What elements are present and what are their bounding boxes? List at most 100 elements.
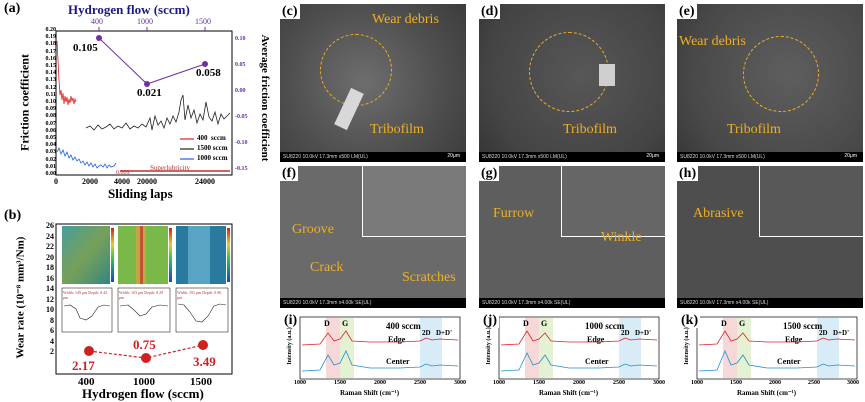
panel-b-y-tick: 4: [50, 336, 54, 346]
panel-a-right-ticks: 0.10 0.05 0.00 -0.05 -0.10 -0.15: [235, 36, 265, 176]
panel-b-y-tick: 14: [46, 284, 54, 293]
sem-e-scale: 20μm: [844, 153, 857, 159]
raman-i-x-tick-1: 1500: [334, 380, 346, 386]
sem-e-info: SU8220 10.0kV 17.3mm x500 LM(UL): [677, 152, 863, 162]
raman-i-center: Center: [386, 357, 410, 366]
raman-k-x-tick-3: 2500: [808, 380, 820, 386]
legend-label-1000: 1000 sccm: [197, 154, 228, 162]
panel-a-x-tick-0: 0: [54, 177, 58, 186]
raman-i-2d: 2D: [422, 329, 431, 337]
wear-point-400: [84, 346, 94, 356]
raman-i-ylabel: Intensity (a.u.): [287, 327, 293, 365]
panel-b-y-tick: 18: [46, 263, 54, 272]
raman-i-x-tick-3: 2500: [414, 380, 426, 386]
avg-point-1500: [202, 61, 208, 67]
colorbar-2: [169, 228, 172, 282]
panel-b-chart: [55, 223, 233, 375]
sem-e-label: (e): [677, 4, 697, 19]
raman-j-title: 1000 sccm: [585, 321, 625, 331]
sem-c-wear-debris: Wear debris: [372, 12, 439, 27]
avg-point-1000: [144, 81, 150, 87]
panel-a-y-tick: 0.00: [45, 171, 57, 177]
panel-a-y-tick: 0.15: [45, 63, 57, 69]
panel-a-y-tick: 0.12: [45, 84, 57, 91]
sem-c-tribofilm: Tribofilm: [370, 122, 424, 137]
panel-a-chart: [55, 27, 233, 176]
panel-a-y-tick: 0.14: [45, 70, 57, 77]
panel-a-right-tick: -0.10: [235, 140, 248, 146]
panel-a-right-tick: 0.10: [235, 36, 246, 42]
panel-a-frame: [55, 30, 233, 176]
raman-k-edge: Edge: [785, 335, 803, 344]
series-400-sccm: [56, 40, 77, 106]
raman-i-xlabel: Raman Shift (cm⁻¹): [340, 389, 400, 397]
panel-a-y-tick: 0.20: [45, 27, 57, 33]
panel-b-y-tick: 12: [46, 294, 54, 304]
raman-k-edge-spectrum: [698, 330, 856, 346]
sem-e-wear-debris: Wear debris: [679, 34, 746, 49]
raman-j-g: G: [541, 319, 548, 328]
panel-a-y-tick: 0.03: [45, 149, 57, 156]
raman-i-edge: Edge: [388, 335, 406, 344]
panel-b-y-tick: 24: [46, 231, 54, 241]
sem-f-scratches: Scratches: [402, 270, 456, 285]
panel-b-x-tick-2: 1500: [190, 376, 212, 388]
panel-b-y-tick: 16: [46, 273, 54, 283]
superlubricity-label: Superlubricity: [150, 164, 191, 172]
profile-inset-400: [61, 287, 113, 333]
panel-a-x-tick-2: 4000: [114, 177, 130, 186]
raman-panel-k: (k) 1500 sccm D G Edge Center 2D D+D' In…: [677, 311, 863, 401]
panel-a-right-tick: -0.05: [235, 114, 248, 120]
raman-i-g: G: [342, 319, 349, 328]
raman-j-label: (j): [481, 313, 499, 328]
profile-label-1000: Width: 103 μm Depth: 0.29 μm: [119, 290, 164, 300]
profile-inset-1500: [175, 287, 229, 333]
wear-value-400: 2.17: [72, 358, 95, 373]
raman-k-ylabel: Intensity (a.u.): [684, 327, 690, 365]
raman-k-g: G: [739, 319, 746, 328]
legend-label-1500: 1500 sccm: [197, 144, 228, 152]
panel-b-x-tick-1: 1000: [133, 376, 155, 388]
sem-h-abrasive: Abrasive: [693, 206, 744, 221]
raman-j-x-tick-2: 2000: [573, 380, 585, 386]
raman-k-xlabel: Raman Shift (cm⁻¹): [737, 389, 797, 397]
profile-inset-1000: [117, 287, 171, 333]
sem-f-groove: Groove: [292, 222, 334, 237]
panel-a-y-tick: 0.06: [45, 127, 57, 134]
panel-a-y-ticks: 0.00 0.01 0.02 0.03 0.04 0.05 0.06 0.07 0.08 0.09…: [30, 27, 57, 177]
raman-i-dd: D+D': [436, 329, 453, 337]
raman-k-x-tick-4: 3000: [847, 380, 859, 386]
panel-a-y-tick: 0.05: [45, 135, 57, 141]
sem-f-info: SU8220 10.0kV 17.3mm x4.00k SE(UL): [280, 298, 466, 308]
raman-k-2d: 2D: [819, 329, 828, 337]
sem-image-h: (h) Abrasive SU8220 10.0kV 17.3mm x4.00k…: [677, 166, 863, 308]
colorbar-1: [111, 228, 114, 282]
sem-f-crack: Crack: [310, 260, 344, 275]
raman-j-x-tick-0: 1000: [493, 380, 505, 386]
raman-j-d: D: [523, 319, 529, 328]
sem-d-info: SU8220 10.0kV 17.3mm x500 LM(UL): [479, 152, 665, 162]
raman-k-x-tick-1: 1500: [730, 380, 742, 386]
panel-a: (a) Hydrogen flow (sccm) 400 1000 1500 F…: [0, 0, 272, 205]
raman-j-edge-spectrum: [500, 330, 658, 346]
raman-i-edge-spectrum: [301, 330, 459, 346]
panel-a-x-tick-4: 24000: [195, 177, 215, 186]
raman-j-ylabel: Intensity (a.u.): [486, 327, 492, 365]
sem-g-furrow: Furrow: [493, 206, 535, 221]
wear-point-1000: [141, 353, 151, 363]
series-1000-sccm: [56, 146, 117, 169]
raman-j-x-tick-1: 1500: [533, 380, 545, 386]
sem-d-scale: 20μm: [646, 153, 659, 159]
panel-a-top-axis-title: Hydrogen flow (sccm): [68, 2, 190, 17]
panel-a-x-tick-3: 20000: [137, 177, 157, 186]
legend-label-400: 400 sccm: [197, 134, 226, 142]
panel-b-x-tick-0: 400: [78, 376, 95, 388]
raman-i-center-spectrum: [301, 350, 459, 372]
panel-a-right-tick: -0.15: [235, 166, 248, 172]
raman-k-x-ticks: 1000 1500 2000 2500 3000: [691, 380, 859, 386]
panel-b-y-tick: 22: [46, 242, 54, 251]
raman-k-dd: D+D': [833, 329, 850, 337]
raman-j-center-spectrum: [500, 352, 658, 372]
panel-b-label: (b): [2, 208, 24, 223]
raman-k-d: D: [721, 319, 727, 328]
